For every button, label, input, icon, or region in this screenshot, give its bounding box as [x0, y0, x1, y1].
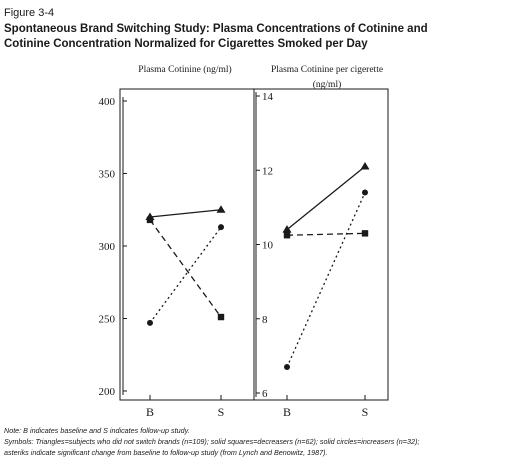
- right-series-circle-line: [286, 192, 366, 368]
- right-series-triangle-marker-S: [360, 162, 370, 170]
- left-series-triangle-marker-S: [216, 205, 226, 213]
- right-panel-title-line1: Plasma Cotinine per cigerette: [271, 65, 383, 75]
- note-line2: Symbols: Triangles=subjects who did not …: [4, 437, 419, 446]
- right-y-tick-label: 8: [262, 314, 268, 326]
- right-series-square-marker-S: [361, 230, 369, 237]
- left-panel-frame: [119, 88, 255, 401]
- left-panel-title: Plasma Cotinine (ng/ml): [138, 64, 231, 75]
- left-series-triangle-line: [149, 209, 222, 218]
- right-panel-frame: [253, 88, 389, 401]
- right-series-triangle-line: [286, 166, 366, 231]
- figure-label: Figure 3-4: [4, 7, 54, 19]
- right-series-triangle-marker-B: [282, 225, 292, 233]
- right-series-square-marker-B: [283, 232, 291, 239]
- figure-title-line1: Spontaneous Brand Switching Study: Plasm…: [4, 23, 428, 35]
- right-y-tick-label: 14: [262, 91, 274, 103]
- left-y-tick-label: 350: [99, 169, 116, 181]
- left-series-square-marker-S: [217, 313, 225, 321]
- left-y-tick-label: 300: [99, 241, 116, 253]
- right-y-tick-label: 10: [262, 240, 274, 252]
- right-series-circle-marker-S: [362, 189, 368, 196]
- right-series-circle-marker-B: [284, 364, 290, 371]
- right-panel-plot: 6 8 10 12 14 B S: [255, 91, 370, 419]
- left-series-circle-line: [149, 226, 222, 324]
- left-x-tick-label: S: [218, 405, 225, 419]
- right-series-square-line: [286, 232, 366, 236]
- right-y-tick-label: 12: [262, 165, 273, 177]
- left-y-tick-label: 250: [99, 314, 116, 326]
- right-x-tick-label: B: [283, 405, 291, 419]
- left-panel-plot: 200 250 300 350 400 B S: [99, 96, 226, 419]
- left-x-tick-label: B: [146, 405, 154, 419]
- right-panel-title-line2: (ng/ml): [313, 79, 342, 90]
- left-y-tick-label: 200: [99, 386, 116, 398]
- left-series-square-marker-B: [146, 216, 154, 224]
- note-line3: asteriks indicate significant change fro…: [4, 448, 327, 457]
- right-x-tick-label: S: [362, 405, 369, 419]
- figure-title-line2: Cotinine Concentration Normalized for Ci…: [4, 38, 368, 50]
- note-line1: Note: B indicates baseline and S indicat…: [4, 426, 190, 435]
- left-series-circle-marker-B: [147, 319, 153, 326]
- left-y-tick-label: 400: [99, 96, 116, 108]
- left-series-square-line: [149, 219, 222, 318]
- right-y-tick-label: 6: [262, 388, 268, 400]
- left-series-circle-marker-S: [218, 224, 224, 231]
